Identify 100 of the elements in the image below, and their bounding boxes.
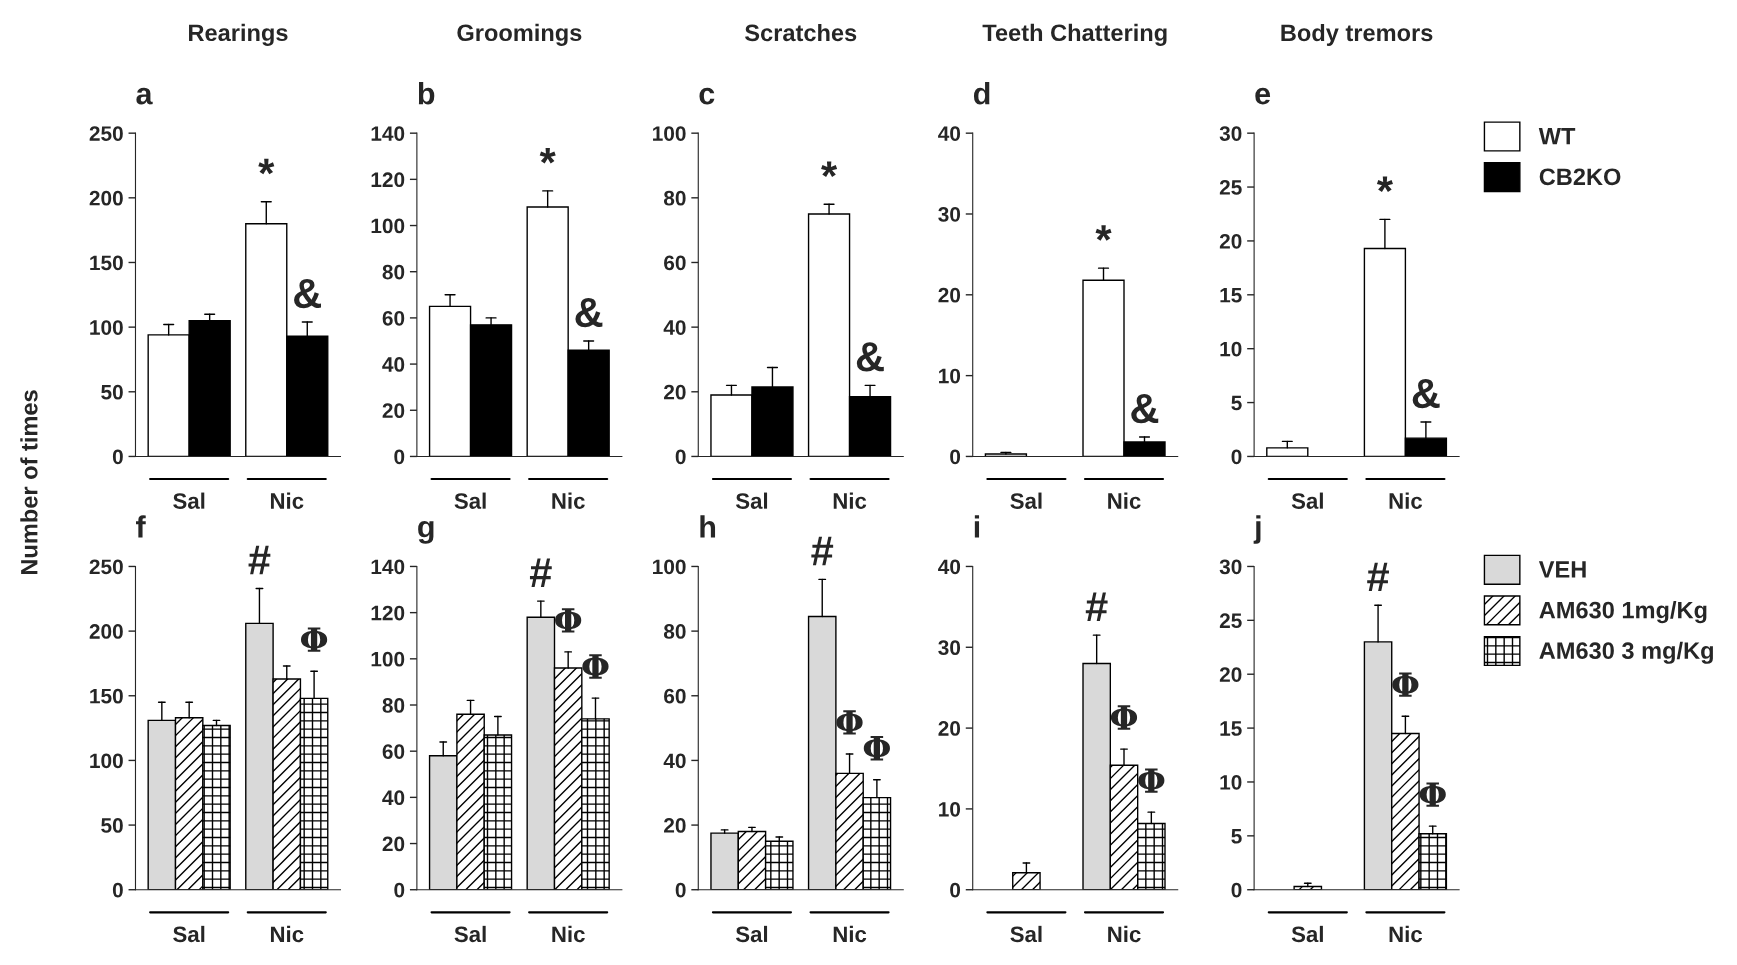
chart-subtitle: c xyxy=(699,87,715,105)
legend-label: CB2KO xyxy=(1539,168,1621,186)
annotation: Φ xyxy=(555,608,582,633)
annotation: Φ xyxy=(1138,768,1165,793)
x-tick-label: Sal xyxy=(454,492,486,509)
legend-label: AM630 3 mg/Kg xyxy=(1539,641,1713,664)
annotation: * xyxy=(1095,225,1112,241)
y-tick-label: 25 xyxy=(1219,180,1242,195)
y-tick-label: 100 xyxy=(90,320,123,335)
y-tick-label: 20 xyxy=(664,384,686,400)
y-tick-label: 20 xyxy=(938,721,961,736)
chart-subtitle: h xyxy=(700,515,716,538)
y-tick-label: 120 xyxy=(371,172,405,188)
chart-subtitle: d xyxy=(973,82,990,105)
y-tick-label: 50 xyxy=(101,818,123,833)
annotation: & xyxy=(294,278,322,309)
x-tick-label: Sal xyxy=(173,925,205,943)
y-tick-label: 200 xyxy=(89,624,123,639)
annotation: & xyxy=(1131,394,1159,424)
x-tick-label: Nic xyxy=(1108,492,1141,509)
y-tick-label: 150 xyxy=(90,688,123,704)
x-tick-label: Nic xyxy=(270,925,304,943)
y-tick-label: 0 xyxy=(675,882,686,898)
y-tick-label: 100 xyxy=(371,651,405,667)
y-tick-label: 0 xyxy=(675,449,686,465)
annotation: Φ xyxy=(1110,705,1138,730)
x-tick-label: Sal xyxy=(454,925,486,943)
y-tick-label: 15 xyxy=(1220,721,1242,736)
y-tick-label: 10 xyxy=(939,368,961,384)
y-axis-title: Number of times xyxy=(20,390,38,575)
y-tick-label: 20 xyxy=(938,287,961,303)
y-tick-label: 20 xyxy=(1219,233,1242,249)
y-tick-label: 100 xyxy=(653,126,686,141)
annotation: * xyxy=(821,161,838,177)
annotation: * xyxy=(258,158,275,175)
chart-title: Groomings xyxy=(457,23,582,46)
x-tick-label: Nic xyxy=(270,492,304,509)
y-tick-label: 25 xyxy=(1219,613,1242,629)
x-tick-label: Sal xyxy=(1291,492,1323,509)
y-tick-label: 40 xyxy=(938,559,961,575)
annotation: Φ xyxy=(300,627,328,652)
annotation: # xyxy=(529,558,552,587)
y-tick-label: 20 xyxy=(664,818,686,833)
y-tick-label: 0 xyxy=(112,449,123,465)
y-tick-label: 0 xyxy=(394,449,405,465)
y-tick-label: 100 xyxy=(371,218,405,234)
x-tick-label: Nic xyxy=(1108,925,1141,943)
y-tick-label: 15 xyxy=(1220,288,1242,303)
chart-subtitle: a xyxy=(136,87,153,105)
chart-subtitle: i xyxy=(974,515,980,538)
text: # xyxy=(811,536,834,566)
y-tick-label: 5 xyxy=(1231,829,1242,844)
annotation: & xyxy=(1412,378,1440,409)
y-tick-label: 30 xyxy=(1219,126,1242,141)
annotation: & xyxy=(575,297,603,328)
y-tick-label: 80 xyxy=(663,190,686,206)
y-tick-label: 80 xyxy=(382,264,405,280)
y-tick-label: 40 xyxy=(382,790,405,806)
y-tick-label: 0 xyxy=(112,882,123,898)
y-tick-label: 250 xyxy=(89,559,123,575)
y-tick-label: 60 xyxy=(664,255,686,271)
chart-subtitle: f xyxy=(136,515,146,538)
y-tick-label: 80 xyxy=(663,624,686,639)
y-tick-label: 40 xyxy=(382,357,405,372)
y-tick-label: 0 xyxy=(1231,449,1242,465)
text: VEH xyxy=(1538,561,1586,578)
x-tick-label: Sal xyxy=(1010,492,1042,509)
y-tick-label: 10 xyxy=(1220,774,1242,790)
annotation: * xyxy=(539,148,556,164)
x-tick-label: Sal xyxy=(1010,925,1042,943)
annotation: Φ xyxy=(863,736,890,761)
chart-title: Scratches xyxy=(745,23,857,42)
y-tick-label: 10 xyxy=(1220,341,1242,357)
y-tick-label: 60 xyxy=(382,310,405,326)
legend-label: AM630 1mg/Kg xyxy=(1539,601,1707,624)
y-tick-label: 30 xyxy=(1219,559,1242,575)
legend-label: WT xyxy=(1538,128,1576,145)
y-tick-label: 60 xyxy=(664,688,686,704)
chart-subtitle: j xyxy=(1253,515,1261,544)
y-tick-label: 20 xyxy=(382,403,405,419)
annotation: # xyxy=(1367,562,1389,592)
chart-subtitle: b xyxy=(418,82,435,105)
chart-title: Rearings xyxy=(189,23,288,46)
annotation: Φ xyxy=(1392,672,1419,697)
annotation: # xyxy=(1085,592,1108,621)
y-tick-label: 30 xyxy=(938,206,961,222)
x-tick-label: Nic xyxy=(833,492,867,509)
y-tick-label: 0 xyxy=(394,882,405,898)
y-tick-label: 20 xyxy=(1219,667,1242,682)
y-tick-label: 140 xyxy=(371,126,405,141)
y-tick-label: 40 xyxy=(938,126,961,141)
y-tick-label: 40 xyxy=(663,753,686,769)
y-tick-label: 140 xyxy=(371,559,405,575)
y-tick-label: 0 xyxy=(1231,882,1242,898)
annotation: Φ xyxy=(582,654,609,679)
x-tick-label: Sal xyxy=(735,925,768,943)
y-tick-label: 100 xyxy=(90,753,123,769)
y-tick-label: 0 xyxy=(950,882,961,898)
y-tick-label: 200 xyxy=(89,190,123,206)
y-tick-label: 60 xyxy=(382,744,405,759)
